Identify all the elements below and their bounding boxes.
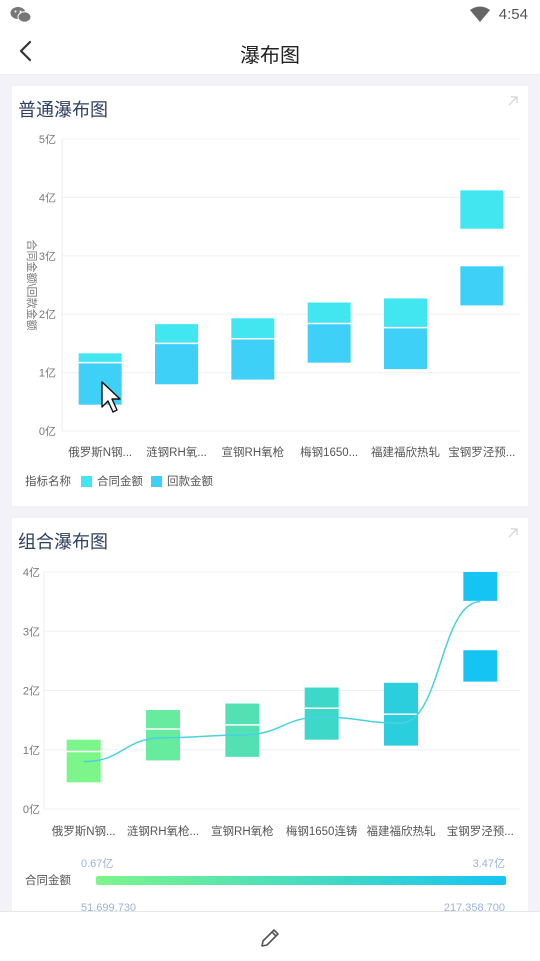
x-tick-label: 涟钢RH氧... (146, 445, 207, 459)
bar-lower (304, 708, 339, 740)
bar-upper (146, 710, 180, 730)
x-tick-label: 福建福欣热轧 (367, 824, 436, 838)
expand-icon[interactable] (506, 94, 520, 108)
bar-lower (463, 650, 498, 682)
bar-upper (384, 682, 418, 715)
legend-label-contract: 合同金额 (97, 474, 143, 488)
scale-min-top: 0.67亿 (81, 857, 113, 870)
scale-gradient-bar (96, 876, 506, 885)
bottom-bar (0, 911, 540, 961)
scale-max-bottom: 217,358,700 (444, 902, 505, 911)
x-tick-label: 宣钢RH氧枪 (222, 445, 285, 459)
bar-upper (463, 572, 498, 602)
bar-lower (66, 751, 101, 783)
x-tick-label: 福建福欣热轧 (371, 445, 440, 459)
legend-swatch-payment (151, 476, 162, 487)
x-tick-label: 宝钢罗泾预... (448, 445, 515, 459)
y-tick-label: 2亿 (39, 308, 56, 321)
bar-payment (231, 338, 275, 380)
bar-payment (307, 323, 351, 363)
y-tick-label: 3亿 (23, 625, 40, 638)
y-tick-label: 4亿 (23, 566, 40, 579)
x-tick-label: 宣钢RH氧枪 (211, 824, 274, 838)
bar-contract (155, 324, 198, 344)
scale-min-bottom: 51,699,730 (81, 902, 136, 911)
x-tick-label: 梅钢1650连铸 (286, 824, 358, 838)
bar-contract (78, 353, 122, 363)
legend-label-payment: 回款金额 (167, 474, 213, 488)
chart-card-basic: 普通瀑布图 0亿 1亿 2亿 3亿 4亿 5亿合同金额\回款金额俄罗斯N钢... 涟钢RH氧… (12, 86, 528, 506)
back-arrow-icon[interactable] (14, 38, 40, 64)
legend-title: 指标名称 (25, 474, 71, 488)
x-tick-label: 俄罗斯N钢... (68, 446, 132, 459)
y-tick-label: 2亿 (23, 685, 40, 698)
y-tick-label: 5亿 (39, 133, 56, 146)
wechat-icon (10, 7, 32, 23)
status-bar: 4:54 (0, 0, 540, 30)
x-tick-label: 梅钢1650... (300, 445, 358, 459)
scale-max-top: 3.47亿 (473, 857, 505, 870)
bar-payment (384, 327, 427, 370)
bar-contract (231, 318, 275, 339)
bar-lower (146, 729, 180, 761)
bar-lower (225, 724, 260, 757)
trend-line (83, 600, 481, 763)
x-tick-label: 涟钢RH氧枪... (127, 824, 199, 838)
x-tick-label: 俄罗斯N钢... (52, 825, 116, 838)
y-tick-label: 1亿 (23, 744, 40, 757)
bar-contract (460, 190, 504, 230)
scale-label: 合同金额 (25, 873, 71, 887)
bar-payment (155, 343, 198, 385)
bar-payment (460, 266, 504, 306)
app-bar: 瀑布图 (0, 30, 540, 75)
expand-icon[interactable] (506, 526, 520, 540)
y-tick-label: 4亿 (39, 191, 56, 204)
legend-swatch-contract (81, 476, 92, 487)
y-tick-label: 0亿 (23, 803, 40, 816)
y-tick-label: 1亿 (39, 367, 56, 380)
bar-contract (384, 298, 427, 328)
status-time: 4:54 (498, 6, 528, 23)
bar-contract (307, 302, 351, 324)
bar-upper (225, 703, 260, 725)
y-tick-label: 0亿 (39, 425, 56, 438)
wifi-icon (470, 6, 490, 22)
x-tick-label: 宝钢罗泾预... (447, 824, 514, 838)
chart-title: 组合瀑布图 (18, 532, 108, 552)
chart-card-combined: 组合瀑布图 0亿 1亿 2亿 3亿 4亿俄罗斯N钢... 涟钢RH氧枪... 宣钢RH氧枪梅… (12, 518, 528, 911)
bar-upper (66, 739, 101, 752)
edit-pencil-icon[interactable] (258, 926, 282, 950)
page-title: 瀑布图 (240, 45, 300, 67)
chart-title: 普通瀑布图 (18, 100, 108, 120)
bar-upper (304, 687, 339, 709)
y-axis-label: 合同金额\回款金额 (25, 239, 39, 330)
y-tick-label: 3亿 (39, 250, 56, 263)
mouse-cursor-icon (101, 381, 121, 413)
